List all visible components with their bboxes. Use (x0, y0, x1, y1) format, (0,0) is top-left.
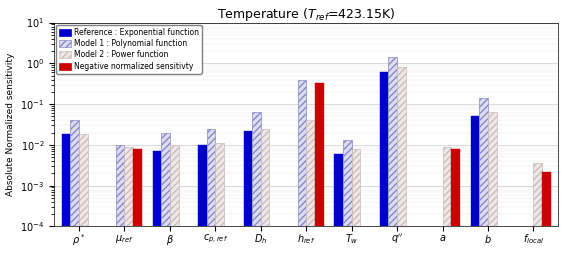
Bar (252, 112, 261, 254)
Bar (79, 134, 87, 254)
Bar (443, 147, 451, 254)
Title: Temperature ($T_{ref}$=423.15K): Temperature ($T_{ref}$=423.15K) (217, 6, 395, 23)
Bar (542, 172, 550, 254)
Bar (125, 147, 133, 254)
Bar (298, 81, 306, 254)
Bar (153, 151, 161, 254)
Bar (198, 145, 207, 254)
Legend: Reference : Exponential function, Model 1 : Polynomial function, Model 2 : Power: Reference : Exponential function, Model … (56, 25, 202, 74)
Bar (334, 154, 343, 254)
Bar (451, 149, 460, 254)
Bar (479, 98, 488, 254)
Bar (244, 131, 252, 254)
Bar (352, 149, 360, 254)
Bar (133, 149, 142, 254)
Bar (488, 112, 497, 254)
Bar (116, 145, 125, 254)
Bar (70, 120, 79, 254)
Bar (534, 163, 542, 254)
Bar (343, 140, 352, 254)
Bar (397, 67, 406, 254)
Bar (207, 129, 215, 254)
Bar (170, 145, 179, 254)
Bar (261, 129, 270, 254)
Bar (61, 134, 70, 254)
Bar (380, 72, 389, 254)
Y-axis label: Absolute Normalized sensitivity: Absolute Normalized sensitivity (6, 53, 15, 196)
Bar (471, 116, 479, 254)
Bar (315, 84, 324, 254)
Bar (161, 133, 170, 254)
Bar (215, 143, 224, 254)
Bar (389, 57, 397, 254)
Bar (306, 120, 315, 254)
